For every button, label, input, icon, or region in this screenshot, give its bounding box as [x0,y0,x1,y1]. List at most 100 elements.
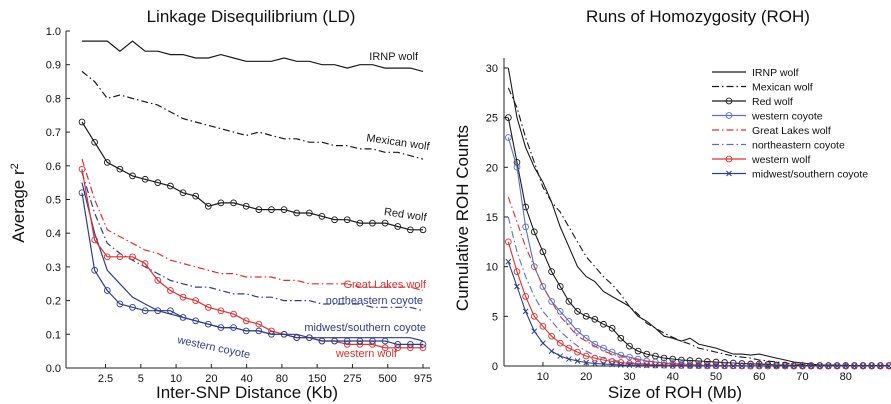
ld-series-great-lakes-wolf [81,158,424,292]
ld-label-red-wolf: Red wolf [383,206,428,224]
ld-x-tick-label: 2.5 [98,373,113,385]
roh-point-red-wolf [530,228,538,236]
roh-point-midwest-southern-coyote [531,328,538,335]
legend-label-western-coyote: western coyote [751,111,823,123]
ld-point-western-coyote [255,327,263,335]
ld-point-red-wolf [116,165,124,173]
roh-point-midwest-southern-coyote [808,363,814,369]
ld-point-red-wolf [204,202,212,210]
roh-point-western-wolf [626,360,633,367]
ld-x-tick-label: 275 [343,373,361,385]
roh-point-midwest-southern-coyote [600,361,607,367]
roh-point-western-wolf [522,293,529,300]
roh-point-red-wolf [626,342,633,350]
ld-point-red-wolf [419,226,427,234]
ld-point-western-wolf [154,277,162,284]
ld-line-red-wolf [81,121,423,231]
ld-point-red-wolf [129,172,136,180]
roh-point-red-wolf [608,324,616,332]
legend-item-midwest-southern-coyote: midwest/southern coyote [712,169,868,181]
legend-label-great-lakes-wolf: Great Lakes wolf [752,125,831,137]
roh-point-red-wolf [556,283,564,290]
ld-point-red-wolf [356,219,364,227]
roh-point-midwest-southern-coyote [730,363,737,369]
ld-point-red-wolf [192,192,200,200]
ld-series-northeastern-coyote [81,172,424,312]
ld-point-western-coyote [204,320,212,328]
roh-point-midwest-southern-coyote [687,363,693,369]
ld-y-ticks: 0.0 0.1 0.2 0.3 0.4 0.5 0.6 0.7 0.8 0.9 1.0 [46,26,70,375]
ld-point-red-wolf [179,189,187,197]
roh-point-western-coyote [600,344,607,352]
roh-y-tick-label: 0 [492,361,498,373]
roh-line-red-wolf [507,117,889,367]
roh-point-western-wolf [634,360,642,368]
roh-point-midwest-southern-coyote [816,363,823,369]
ld-title: Linkage Disequilibrium (LD) [147,7,356,26]
roh-point-midwest-southern-coyote [739,363,745,369]
ld-y-tick-label: 0.8 [46,93,61,105]
ld-point-western-coyote [293,334,301,342]
roh-point-midwest-southern-coyote [540,340,546,347]
roh-point-western-coyote [574,327,581,335]
ld-point-western-coyote [116,300,124,308]
roh-line-western-wolf [507,241,889,367]
ld-point-red-wolf [318,213,326,220]
ld-point-red-wolf [280,206,288,213]
ld-y-tick-label: 0.1 [46,329,61,341]
ld-series-midwest-southern-coyote [81,182,424,342]
roh-point-midwest-southern-coyote [825,363,832,369]
ld-point-western-coyote [179,314,187,321]
roh-point-midwest-southern-coyote [669,362,676,369]
ld-point-western-wolf [230,310,237,318]
ld-point-red-wolf [217,199,225,207]
roh-point-midwest-southern-coyote [583,359,590,366]
roh-point-midwest-southern-coyote [695,363,702,369]
legend-label-northeastern-coyote: northeastern coyote [752,140,845,152]
roh-point-midwest-southern-coyote [643,362,650,369]
ld-point-red-wolf [242,202,250,210]
ld-label-northeastern-coyote: northeastern coyote [326,295,423,307]
legend-item-western-wolf: western wolf [712,154,810,166]
ld-point-red-wolf [167,182,174,190]
roh-line-great-lakes-wolf [507,196,889,367]
roh-y-tick-label: 20 [486,162,498,174]
ld-point-western-coyote [242,327,250,335]
roh-point-midwest-southern-coyote [860,363,866,369]
legend-marker-western-coyote [725,112,733,119]
ld-point-western-wolf [242,317,250,325]
roh-point-red-wolf [660,354,668,362]
roh-y-tick-label: 30 [486,63,498,75]
legend-label-red-wolf: Red wolf [752,96,793,108]
ld-y-tick-label: 0.7 [46,127,61,139]
ld-x-tick-label: 150 [308,373,326,385]
roh-point-midwest-southern-coyote [574,358,581,364]
ld-x-tick-label: 80 [276,373,288,385]
roh-series-western-wolf [504,238,891,370]
roh-point-red-wolf [686,357,694,364]
roh-x-axis-label: Size of ROH (Mb) [608,383,742,402]
ld-point-western-wolf [129,253,136,261]
roh-point-red-wolf [669,355,677,363]
roh-point-red-wolf [574,308,581,315]
ld-point-western-coyote [129,303,136,311]
legend-marker-red-wolf [725,97,733,105]
roh-point-western-wolf [556,339,564,347]
roh-point-red-wolf [548,268,555,275]
ld-y-tick-label: 0.5 [46,195,61,207]
ld-point-western-coyote [154,307,162,315]
ld-point-western-wolf [78,165,86,173]
roh-point-midwest-southern-coyote [765,363,771,369]
roh-point-midwest-southern-coyote [522,308,529,315]
ld-point-western-wolf [217,307,225,315]
roh-point-western-coyote [582,334,590,342]
ld-point-western-coyote [103,287,111,294]
ld-point-red-wolf [91,138,98,146]
ld-x-tick-label: 10 [170,373,182,385]
ld-line-northeastern-coyote [81,172,424,312]
legend-label-irnp-wolf: IRNP wolf [752,67,799,79]
ld-point-red-wolf [381,219,389,227]
ld-line-great-lakes-wolf [81,158,424,292]
